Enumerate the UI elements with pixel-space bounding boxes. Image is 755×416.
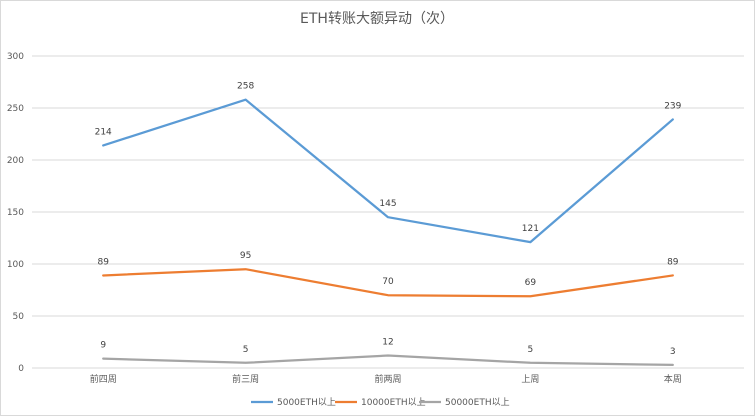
x-tick-label: 前两周 bbox=[374, 373, 401, 385]
y-tick-label: 50 bbox=[13, 312, 25, 322]
x-tick-label: 前三周 bbox=[232, 373, 259, 385]
data-label: 89 bbox=[97, 257, 109, 267]
x-tick-label: 前四周 bbox=[90, 373, 117, 385]
data-label: 69 bbox=[525, 278, 537, 288]
series-lines bbox=[102, 98, 674, 367]
data-label: 12 bbox=[382, 338, 393, 348]
x-axis-ticks: 前四周 前三周 前两周 上周 本周 bbox=[90, 373, 682, 385]
data-label: 121 bbox=[522, 224, 539, 234]
data-label: 239 bbox=[664, 101, 681, 111]
chart-title: ETH转账大额异动（次） bbox=[300, 11, 454, 27]
data-label: 95 bbox=[240, 251, 251, 261]
data-label: 89 bbox=[667, 257, 679, 267]
data-label: 214 bbox=[95, 127, 112, 137]
x-tick-label: 上周 bbox=[521, 374, 539, 385]
y-tick-label: 100 bbox=[7, 260, 24, 270]
data-label: 9 bbox=[100, 341, 106, 351]
y-tick-label: 200 bbox=[7, 156, 24, 166]
y-tick-label: 150 bbox=[7, 208, 24, 218]
data-label: 70 bbox=[382, 277, 394, 287]
y-tick-label: 250 bbox=[7, 104, 24, 114]
data-label: 258 bbox=[237, 82, 254, 92]
series-line bbox=[102, 354, 674, 367]
y-axis-ticks: 0 50 100 150 200 250 300 bbox=[7, 52, 24, 374]
data-label: 5 bbox=[243, 345, 249, 355]
legend-label: 5000ETH以上 bbox=[277, 397, 336, 408]
data-label: 145 bbox=[379, 199, 396, 209]
legend-label: 10000ETH以上 bbox=[361, 397, 426, 408]
data-label: 3 bbox=[670, 347, 676, 357]
legend-label: 50000ETH以上 bbox=[445, 397, 510, 408]
y-tick-label: 0 bbox=[18, 364, 24, 374]
y-tick-label: 300 bbox=[7, 52, 24, 62]
grid-lines bbox=[32, 55, 744, 369]
series-line bbox=[102, 268, 674, 298]
legend: 5000ETH以上 10000ETH以上 50000ETH以上 bbox=[251, 397, 510, 408]
data-label: 5 bbox=[528, 345, 534, 355]
x-tick-label: 本周 bbox=[664, 373, 682, 385]
series-line bbox=[102, 98, 674, 244]
